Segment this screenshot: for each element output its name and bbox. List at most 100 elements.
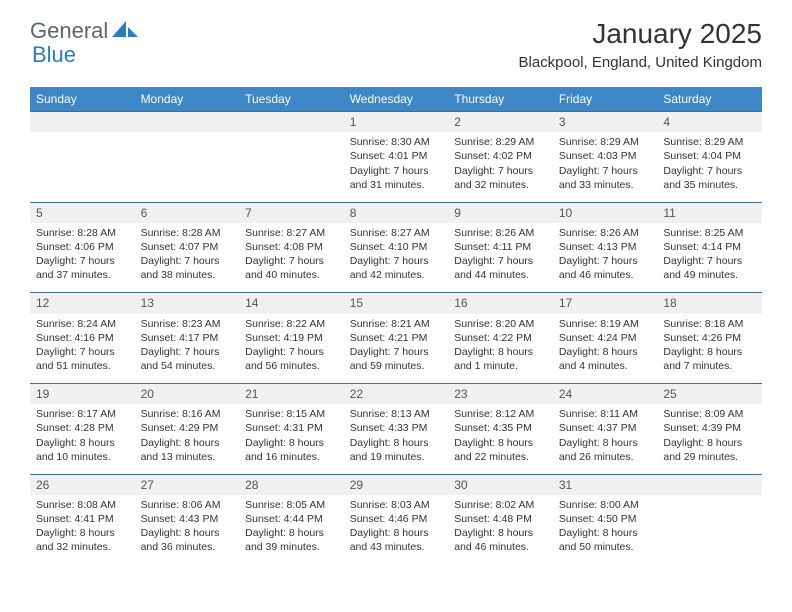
sun-times-text: Sunrise: 8:13 AMSunset: 4:33 PMDaylight:…	[350, 407, 443, 464]
day-content-cell: Sunrise: 8:05 AMSunset: 4:44 PMDaylight:…	[239, 495, 344, 565]
day-number-cell: 3	[553, 112, 658, 133]
day-number-cell: 17	[553, 293, 658, 314]
sun-times-text: Sunrise: 8:08 AMSunset: 4:41 PMDaylight:…	[36, 498, 129, 555]
day-number-cell: 31	[553, 474, 658, 495]
day-content-cell: Sunrise: 8:17 AMSunset: 4:28 PMDaylight:…	[30, 404, 135, 474]
day-number-cell: 29	[344, 474, 449, 495]
day-content-cell: Sunrise: 8:28 AMSunset: 4:07 PMDaylight:…	[135, 223, 240, 293]
day-number-cell: 11	[657, 202, 762, 223]
day-content-cell: Sunrise: 8:02 AMSunset: 4:48 PMDaylight:…	[448, 495, 553, 565]
day-number-cell: 12	[30, 293, 135, 314]
day-number-cell: 4	[657, 112, 762, 133]
sun-times-text: Sunrise: 8:23 AMSunset: 4:17 PMDaylight:…	[141, 317, 234, 374]
day-content-cell: Sunrise: 8:20 AMSunset: 4:22 PMDaylight:…	[448, 314, 553, 384]
sun-times-text: Sunrise: 8:20 AMSunset: 4:22 PMDaylight:…	[454, 317, 547, 374]
location-text: Blackpool, England, United Kingdom	[519, 54, 763, 71]
day-number-cell: 6	[135, 202, 240, 223]
day-number-cell: 13	[135, 293, 240, 314]
sun-times-text: Sunrise: 8:17 AMSunset: 4:28 PMDaylight:…	[36, 407, 129, 464]
sun-times-text: Sunrise: 8:19 AMSunset: 4:24 PMDaylight:…	[559, 317, 652, 374]
day-number-cell: 22	[344, 384, 449, 405]
day-number-cell: 2	[448, 112, 553, 133]
day-content-cell: Sunrise: 8:29 AMSunset: 4:02 PMDaylight:…	[448, 132, 553, 202]
logo-text-blue-wrap: Blue	[32, 42, 76, 68]
day-content-cell	[135, 132, 240, 202]
sun-times-text: Sunrise: 8:02 AMSunset: 4:48 PMDaylight:…	[454, 498, 547, 555]
day-content-cell: Sunrise: 8:21 AMSunset: 4:21 PMDaylight:…	[344, 314, 449, 384]
sun-times-text: Sunrise: 8:12 AMSunset: 4:35 PMDaylight:…	[454, 407, 547, 464]
day-content-cell: Sunrise: 8:28 AMSunset: 4:06 PMDaylight:…	[30, 223, 135, 293]
title-block: January 2025 Blackpool, England, United …	[519, 18, 763, 71]
day-number-cell: 23	[448, 384, 553, 405]
page-header: General January 2025 Blackpool, England,…	[0, 0, 792, 79]
day-content-cell: Sunrise: 8:18 AMSunset: 4:26 PMDaylight:…	[657, 314, 762, 384]
day-number-cell: 21	[239, 384, 344, 405]
day-number-row: 19202122232425	[30, 384, 762, 405]
weekday-header: Sunday	[30, 87, 135, 112]
day-number-cell	[135, 112, 240, 133]
day-number-cell	[30, 112, 135, 133]
day-number-cell	[239, 112, 344, 133]
day-content-cell: Sunrise: 8:25 AMSunset: 4:14 PMDaylight:…	[657, 223, 762, 293]
day-content-cell: Sunrise: 8:11 AMSunset: 4:37 PMDaylight:…	[553, 404, 658, 474]
weekday-header: Thursday	[448, 87, 553, 112]
day-content-cell: Sunrise: 8:29 AMSunset: 4:04 PMDaylight:…	[657, 132, 762, 202]
day-content-cell: Sunrise: 8:30 AMSunset: 4:01 PMDaylight:…	[344, 132, 449, 202]
day-content-cell: Sunrise: 8:13 AMSunset: 4:33 PMDaylight:…	[344, 404, 449, 474]
weekday-header-row: Sunday Monday Tuesday Wednesday Thursday…	[30, 87, 762, 112]
weekday-header: Friday	[553, 87, 658, 112]
day-content-cell: Sunrise: 8:27 AMSunset: 4:08 PMDaylight:…	[239, 223, 344, 293]
sun-times-text: Sunrise: 8:30 AMSunset: 4:01 PMDaylight:…	[350, 135, 443, 192]
sun-times-text: Sunrise: 8:24 AMSunset: 4:16 PMDaylight:…	[36, 317, 129, 374]
sun-times-text: Sunrise: 8:26 AMSunset: 4:11 PMDaylight:…	[454, 226, 547, 283]
sun-times-text: Sunrise: 8:22 AMSunset: 4:19 PMDaylight:…	[245, 317, 338, 374]
sun-times-text: Sunrise: 8:27 AMSunset: 4:10 PMDaylight:…	[350, 226, 443, 283]
day-number-cell: 19	[30, 384, 135, 405]
day-content-cell: Sunrise: 8:22 AMSunset: 4:19 PMDaylight:…	[239, 314, 344, 384]
sun-times-text: Sunrise: 8:09 AMSunset: 4:39 PMDaylight:…	[663, 407, 756, 464]
day-content-cell: Sunrise: 8:00 AMSunset: 4:50 PMDaylight:…	[553, 495, 658, 565]
day-number-cell	[657, 474, 762, 495]
sun-times-text: Sunrise: 8:00 AMSunset: 4:50 PMDaylight:…	[559, 498, 652, 555]
day-content-cell: Sunrise: 8:09 AMSunset: 4:39 PMDaylight:…	[657, 404, 762, 474]
sun-times-text: Sunrise: 8:06 AMSunset: 4:43 PMDaylight:…	[141, 498, 234, 555]
day-content-cell: Sunrise: 8:06 AMSunset: 4:43 PMDaylight:…	[135, 495, 240, 565]
day-content-cell: Sunrise: 8:12 AMSunset: 4:35 PMDaylight:…	[448, 404, 553, 474]
day-content-cell: Sunrise: 8:29 AMSunset: 4:03 PMDaylight:…	[553, 132, 658, 202]
sun-times-text: Sunrise: 8:28 AMSunset: 4:07 PMDaylight:…	[141, 226, 234, 283]
day-number-cell: 15	[344, 293, 449, 314]
day-content-cell: Sunrise: 8:24 AMSunset: 4:16 PMDaylight:…	[30, 314, 135, 384]
sun-times-text: Sunrise: 8:29 AMSunset: 4:04 PMDaylight:…	[663, 135, 756, 192]
weekday-header: Wednesday	[344, 87, 449, 112]
day-content-cell	[30, 132, 135, 202]
month-title: January 2025	[519, 18, 763, 50]
day-number-row: 567891011	[30, 202, 762, 223]
calendar-table: Sunday Monday Tuesday Wednesday Thursday…	[30, 87, 762, 565]
day-content-cell: Sunrise: 8:19 AMSunset: 4:24 PMDaylight:…	[553, 314, 658, 384]
day-number-cell: 10	[553, 202, 658, 223]
day-number-cell: 1	[344, 112, 449, 133]
day-content-row: Sunrise: 8:30 AMSunset: 4:01 PMDaylight:…	[30, 132, 762, 202]
sun-times-text: Sunrise: 8:29 AMSunset: 4:03 PMDaylight:…	[559, 135, 652, 192]
day-content-row: Sunrise: 8:17 AMSunset: 4:28 PMDaylight:…	[30, 404, 762, 474]
day-number-cell: 7	[239, 202, 344, 223]
sun-times-text: Sunrise: 8:15 AMSunset: 4:31 PMDaylight:…	[245, 407, 338, 464]
day-number-cell: 26	[30, 474, 135, 495]
day-number-cell: 16	[448, 293, 553, 314]
day-number-cell: 14	[239, 293, 344, 314]
weekday-header: Tuesday	[239, 87, 344, 112]
day-content-cell: Sunrise: 8:23 AMSunset: 4:17 PMDaylight:…	[135, 314, 240, 384]
day-content-cell: Sunrise: 8:15 AMSunset: 4:31 PMDaylight:…	[239, 404, 344, 474]
sun-times-text: Sunrise: 8:25 AMSunset: 4:14 PMDaylight:…	[663, 226, 756, 283]
weekday-header: Saturday	[657, 87, 762, 112]
day-content-cell	[657, 495, 762, 565]
day-content-cell: Sunrise: 8:16 AMSunset: 4:29 PMDaylight:…	[135, 404, 240, 474]
day-content-cell: Sunrise: 8:27 AMSunset: 4:10 PMDaylight:…	[344, 223, 449, 293]
day-number-cell: 30	[448, 474, 553, 495]
day-content-row: Sunrise: 8:24 AMSunset: 4:16 PMDaylight:…	[30, 314, 762, 384]
day-number-row: 262728293031	[30, 474, 762, 495]
day-number-cell: 25	[657, 384, 762, 405]
sun-times-text: Sunrise: 8:16 AMSunset: 4:29 PMDaylight:…	[141, 407, 234, 464]
day-content-cell	[239, 132, 344, 202]
day-number-cell: 24	[553, 384, 658, 405]
